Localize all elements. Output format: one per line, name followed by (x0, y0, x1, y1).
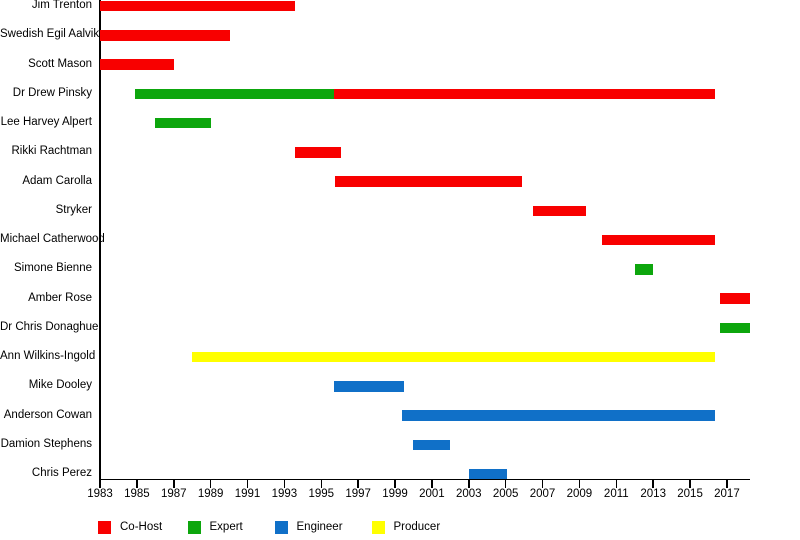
timeline-bar-engineer (334, 381, 405, 392)
row-label: Mike Dooley (28, 379, 92, 392)
x-axis-tick (136, 480, 138, 488)
x-axis-tick (357, 480, 359, 488)
x-axis-tick-label: 1995 (308, 488, 335, 500)
legend-swatch-co-host (98, 521, 111, 534)
x-axis-tick-label: 2005 (492, 488, 519, 500)
timeline-bar-expert (634, 264, 654, 275)
x-axis-tick-label: 2015 (677, 488, 703, 500)
row-label: Swedish Egil Aalvik (0, 28, 100, 41)
row-label: Adam Carolla (22, 174, 92, 187)
x-axis-tick-label: 1985 (124, 488, 150, 500)
timeline-bar-co-host (100, 0, 296, 12)
timeline-bar-expert (719, 322, 750, 333)
timeline-bar-co-host (100, 30, 230, 41)
row-label: Dr Chris Donaghue (0, 320, 99, 333)
x-axis-tick-label: 1993 (271, 488, 298, 500)
row-label: Ann Wilkins-Ingold (0, 350, 96, 362)
x-axis-tick-label: 1991 (234, 488, 261, 500)
timeline-bar-engineer (468, 468, 507, 480)
row-label: Lee Harvey Alpert (0, 116, 92, 128)
row-label: Scott Mason (28, 57, 92, 70)
x-axis-tick-label: 1987 (160, 488, 187, 500)
x-axis-tick (541, 480, 544, 488)
row-label: Damion Stephens (0, 437, 92, 450)
x-axis-tick-label: 1999 (382, 488, 408, 500)
timeline-bar-co-host (533, 205, 586, 216)
row-label: Chris Perez (31, 467, 92, 479)
legend-label: Expert (209, 521, 243, 533)
legend-swatch-engineer (274, 521, 288, 534)
x-axis-tick (504, 480, 507, 488)
row-label: Michael Catherwood (0, 233, 105, 245)
row-label: Dr Drew Pinsky (12, 86, 92, 99)
x-axis-tick-label: 2009 (566, 488, 593, 500)
x-axis-tick (726, 480, 728, 488)
timeline-bar-engineer (402, 410, 715, 421)
timeline-bar-producer (192, 351, 715, 363)
x-axis-tick (209, 480, 212, 488)
timeline-bar-engineer (413, 439, 451, 450)
timeline-bar-co-host (334, 88, 715, 99)
x-axis-tick-label: 1989 (197, 488, 224, 500)
row-label: Stryker (55, 203, 92, 216)
x-axis-tick (173, 480, 175, 488)
legend-label: Co-Host (120, 521, 163, 533)
x-axis-tick-label: 2007 (529, 488, 556, 500)
x-axis-tick-label: 1983 (87, 488, 113, 500)
x-axis-tick (468, 480, 470, 488)
legend-label: Producer (393, 521, 441, 533)
x-axis-tick (652, 480, 654, 488)
timeline-bar-co-host (601, 234, 715, 246)
timeline-bar-co-host (719, 293, 750, 304)
row-label: Rikki Rachtman (11, 145, 92, 158)
x-axis-tick (99, 480, 101, 488)
timeline-bar-co-host (335, 176, 523, 187)
x-axis-tick-label: 2003 (455, 488, 482, 500)
x-axis-tick (320, 480, 323, 488)
x-axis-line (99, 478, 751, 480)
x-axis-tick (615, 480, 618, 488)
row-label: Amber Rose (28, 291, 92, 304)
x-axis-tick (689, 480, 691, 488)
legend-swatch-expert (187, 521, 201, 534)
timeline-bar-expert (135, 88, 335, 99)
x-axis-tick (578, 480, 581, 488)
x-axis-tick-label: 2013 (640, 488, 666, 500)
x-axis-tick-label: 2001 (419, 488, 445, 500)
x-axis-tick (394, 480, 396, 488)
legend-label: Engineer (296, 521, 343, 533)
timeline-bar-co-host (100, 59, 174, 70)
row-label: Simone Bienne (14, 262, 92, 275)
x-axis-tick-label: 1997 (345, 488, 371, 500)
timeline-bar-expert (155, 117, 211, 129)
x-axis-tick-label: 2011 (603, 488, 629, 500)
x-axis-tick-label: 2017 (714, 488, 740, 500)
x-axis-tick (431, 480, 433, 488)
x-axis-tick (283, 480, 286, 488)
row-label: Jim Trenton (31, 0, 92, 11)
timeline-bar-co-host (295, 147, 341, 158)
x-axis-tick (246, 480, 249, 488)
legend-swatch-producer (371, 521, 385, 534)
y-axis-line (99, 0, 101, 480)
row-label: Anderson Cowan (3, 408, 92, 421)
